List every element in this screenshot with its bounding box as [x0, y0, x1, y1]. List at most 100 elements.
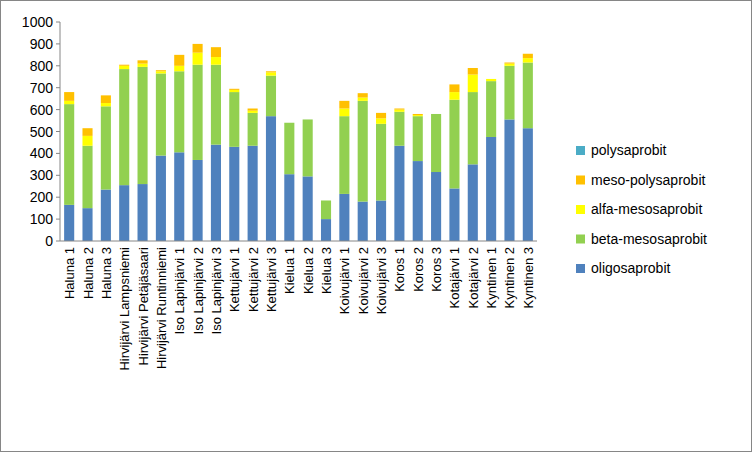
x-tick-label: Iso Lapinjärvi 2: [191, 247, 206, 334]
y-tick-label: 200: [30, 189, 54, 205]
bar-segment: [193, 43, 203, 44]
bar-segment: [101, 95, 111, 103]
y-tick-label: 900: [30, 36, 54, 52]
bar-segment: [229, 92, 239, 147]
bar-segment: [376, 124, 386, 201]
bar-segment: [376, 200, 386, 241]
bar-segment: [82, 136, 92, 146]
bar-segment: [193, 160, 203, 241]
bar-segment: [394, 112, 404, 146]
bar-segment: [431, 114, 441, 172]
bar-segment: [486, 78, 496, 79]
x-tick-label: Koros 1: [392, 247, 407, 292]
y-tick-label: 300: [30, 167, 54, 183]
bar-segment: [394, 146, 404, 241]
legend: polysaprobitmeso-polysaprobitalfa-mesosa…: [576, 142, 707, 276]
bar-segment: [211, 145, 221, 241]
y-tick: [56, 109, 60, 110]
y-tick: [56, 175, 60, 176]
bar-segment: [82, 128, 92, 136]
bar-segment: [468, 75, 478, 93]
bar-segment: [394, 110, 404, 112]
bar-segment: [468, 68, 478, 75]
bar-segment: [321, 200, 331, 219]
bar-segment: [119, 65, 129, 66]
y-tick-label: 400: [30, 145, 54, 161]
legend-swatch: [576, 235, 585, 244]
bar-segment: [101, 106, 111, 189]
legend-label: beta-mesosaprobit: [591, 231, 707, 247]
y-tick: [56, 131, 60, 132]
bar-segment: [248, 111, 258, 113]
bar-segment: [64, 101, 74, 104]
bar-segment: [284, 122, 294, 123]
bar-segment: [266, 71, 276, 72]
bar-segment: [248, 146, 258, 241]
legend-label: oligosaprobit: [591, 260, 670, 276]
bar-segment: [376, 118, 386, 123]
y-tick: [56, 43, 60, 44]
y-tick: [56, 219, 60, 220]
x-tick-label: Kyntinen 3: [521, 247, 536, 308]
bar-segment: [229, 147, 239, 241]
bar-segment: [468, 92, 478, 164]
bar-segment: [211, 57, 221, 65]
x-tick-label: Koivujärvi 3: [374, 247, 389, 314]
y-tick-label: 100: [30, 211, 54, 227]
x-axis: [60, 241, 537, 242]
bar-segment: [266, 72, 276, 75]
chart-frame: [1, 1, 752, 452]
y-tick-label: 700: [30, 80, 54, 96]
bar-segment: [303, 176, 313, 241]
x-tick-label: Koros 2: [411, 247, 426, 292]
x-tick-label: Kettujärvi 2: [246, 247, 261, 312]
bar-segment: [248, 108, 258, 109]
x-tick-label: Iso Lapinjärvi 3: [209, 247, 224, 334]
bar-segment: [101, 95, 111, 96]
legend-swatch: [576, 264, 585, 273]
x-tick-label: Kettujärvi 1: [227, 247, 242, 312]
legend-swatch: [576, 205, 585, 214]
bar-segment: [119, 185, 129, 241]
bar-segment: [119, 69, 129, 185]
y-tick-label: 0: [45, 233, 53, 249]
x-tick-label: Kettujärvi 3: [264, 247, 279, 312]
bar-segment: [449, 92, 459, 100]
x-tick-label: Kielua 3: [319, 247, 334, 294]
bar-segment: [156, 156, 166, 241]
y-tick: [56, 153, 60, 154]
bar-segment: [64, 92, 74, 93]
bar-segment: [82, 208, 92, 241]
bar-segment: [303, 119, 313, 176]
bar-segment: [284, 122, 294, 123]
bar-segment: [413, 161, 423, 241]
bar-segment: [486, 137, 496, 241]
y-tick: [56, 197, 60, 198]
y-tick-label: 1000: [22, 14, 53, 30]
chart: 01002003004005006007008009001000Haluna 1…: [0, 0, 752, 452]
bar-segment: [504, 64, 514, 66]
x-tick-label: Kotajärvi 1: [447, 247, 462, 308]
bar-segment: [413, 113, 423, 114]
bar-segment: [449, 188, 459, 241]
bar-segment: [284, 123, 294, 174]
bar-segment: [64, 205, 74, 241]
bar-segment: [358, 93, 368, 97]
y-tick: [56, 241, 60, 242]
bar-segment: [229, 88, 239, 89]
x-tick-label: Koros 3: [429, 247, 444, 292]
bar-segment: [119, 66, 129, 69]
bar-segment: [431, 172, 441, 241]
bar-segment: [211, 47, 221, 48]
x-tick-label: Iso Lapinjärvi 1: [172, 247, 187, 334]
bar-segment: [229, 89, 239, 90]
bar-segment: [358, 101, 368, 202]
bar-segment: [284, 122, 294, 123]
y-tick-label: 600: [30, 102, 54, 118]
bar-segment: [486, 81, 496, 137]
bar-segment: [468, 164, 478, 241]
bar-segment: [64, 92, 74, 101]
x-tick-label: Kotajärvi 2: [466, 247, 481, 308]
bar-segment: [321, 200, 331, 201]
bar-segment: [486, 78, 496, 79]
